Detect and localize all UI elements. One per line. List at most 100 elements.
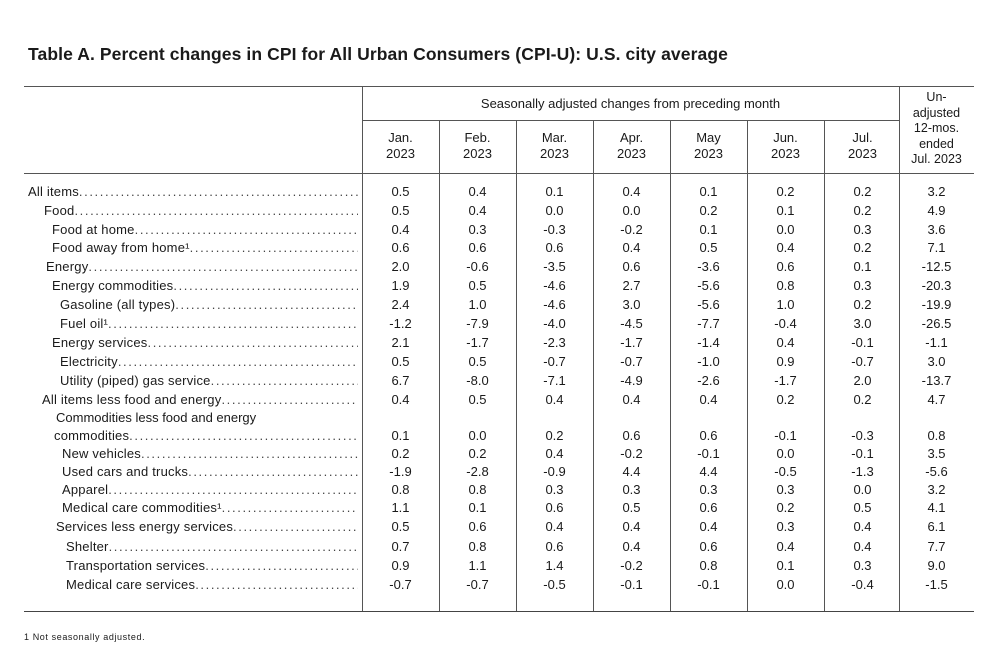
row-label: All items less food and energy..........… bbox=[42, 392, 358, 408]
row-label: Energy commodities......................… bbox=[52, 278, 358, 294]
table-cell: -4.5 bbox=[620, 316, 643, 331]
leader-dots: ........................................… bbox=[129, 428, 358, 443]
table-cell: 0.1 bbox=[468, 500, 487, 515]
table-cell: 0.3 bbox=[776, 482, 795, 497]
table-cell: 1.4 bbox=[545, 558, 564, 573]
table-cell: -4.0 bbox=[543, 316, 566, 331]
table-cell: 0.7 bbox=[391, 539, 410, 554]
row-label-text: commodities bbox=[54, 428, 130, 443]
unadjusted-column-header: Un-adjusted 12-mos. ended Jul. 2023 bbox=[899, 90, 974, 168]
row-label: Food at home............................… bbox=[52, 222, 358, 238]
header-bottom-rule bbox=[24, 173, 974, 174]
table-cell: 6.1 bbox=[927, 519, 946, 534]
table-cell: 3.2 bbox=[927, 184, 946, 199]
table-cell: 0.3 bbox=[853, 222, 872, 237]
table-cell: 3.6 bbox=[927, 222, 946, 237]
leader-dots: ........................................… bbox=[221, 500, 358, 515]
table-cell: 0.6 bbox=[699, 539, 718, 554]
table-bottom-rule bbox=[24, 611, 974, 612]
row-label: Energy..................................… bbox=[46, 259, 358, 275]
table-cell: 0.5 bbox=[468, 278, 487, 293]
row-label-text: Apparel bbox=[62, 482, 109, 497]
table-cell: 1.1 bbox=[391, 500, 410, 515]
table-cell: -0.3 bbox=[851, 428, 874, 443]
unadjusted-header-line: Un- bbox=[926, 90, 947, 104]
table-cell: -3.6 bbox=[697, 259, 720, 274]
table-cell: 0.1 bbox=[699, 222, 718, 237]
leader-dots: ........................................… bbox=[233, 519, 358, 534]
row-label: Apparel.................................… bbox=[62, 482, 358, 498]
table-cell: -0.1 bbox=[851, 446, 874, 461]
group-header-rule bbox=[362, 120, 899, 121]
table-cell: -1.9 bbox=[389, 464, 412, 479]
row-label-text: Energy bbox=[46, 259, 89, 274]
table-cell: 0.8 bbox=[468, 539, 487, 554]
row-label-text: Food at home bbox=[52, 222, 135, 237]
table-cell: 0.8 bbox=[468, 482, 487, 497]
unadjusted-header-line: 12-mos. bbox=[913, 121, 960, 135]
table-cell: 0.4 bbox=[776, 539, 795, 554]
table-cell: 0.0 bbox=[776, 577, 795, 592]
table-cell: -0.3 bbox=[543, 222, 566, 237]
table-cell: -0.4 bbox=[851, 577, 874, 592]
table-cell: 0.2 bbox=[853, 240, 872, 255]
table-cell: -2.3 bbox=[543, 335, 566, 350]
row-label-text: Food bbox=[44, 203, 75, 218]
table-cell: -20.3 bbox=[921, 278, 952, 293]
leader-dots: ........................................… bbox=[210, 373, 358, 388]
table-cell: -0.7 bbox=[620, 354, 643, 369]
table-cell: 0.4 bbox=[776, 335, 795, 350]
unadjusted-header-line: ended bbox=[919, 136, 954, 151]
table-cell: -4.9 bbox=[620, 373, 643, 388]
leader-dots: ........................................… bbox=[175, 297, 358, 312]
table-cell: -1.1 bbox=[925, 335, 948, 350]
column-header: Jan. 2023 bbox=[362, 130, 439, 162]
row-label: Services less energy services...........… bbox=[56, 519, 358, 535]
row-label-text: Energy commodities bbox=[52, 278, 174, 293]
table-cell: 0.3 bbox=[699, 482, 718, 497]
column-divider bbox=[747, 120, 748, 611]
table-cell: 0.4 bbox=[391, 222, 410, 237]
table-cell: 0.6 bbox=[699, 428, 718, 443]
row-label-text: Used cars and trucks bbox=[62, 464, 189, 479]
table-cell: 0.2 bbox=[853, 203, 872, 218]
leader-dots: ........................................… bbox=[117, 354, 358, 369]
column-header: May 2023 bbox=[670, 130, 747, 162]
column-header-line: 2023 bbox=[386, 146, 415, 161]
row-label-line1: Commodities less food and energy bbox=[56, 410, 257, 425]
row-label-text: Transportation services bbox=[66, 558, 206, 573]
table-cell: 2.4 bbox=[391, 297, 410, 312]
table-cell: 0.4 bbox=[468, 203, 487, 218]
column-header-line: 2023 bbox=[617, 146, 646, 161]
row-label-text: Energy services bbox=[52, 335, 148, 350]
table-cell: 2.7 bbox=[622, 278, 641, 293]
table-cell: 0.4 bbox=[776, 240, 795, 255]
table-cell: 0.2 bbox=[776, 392, 795, 407]
table-cell: 0.4 bbox=[853, 539, 872, 554]
column-divider bbox=[670, 120, 671, 611]
column-divider bbox=[899, 86, 900, 611]
table-cell: 0.0 bbox=[622, 203, 641, 218]
table-cell: 0.2 bbox=[391, 446, 410, 461]
table-cell: 0.5 bbox=[391, 354, 410, 369]
column-header: Mar. 2023 bbox=[516, 130, 593, 162]
table-cell: 0.5 bbox=[468, 354, 487, 369]
table-cell: -5.6 bbox=[697, 278, 720, 293]
column-header-line: Jun. bbox=[773, 130, 798, 145]
leader-dots: ........................................… bbox=[147, 335, 358, 350]
table-cell: 4.4 bbox=[699, 464, 718, 479]
row-label-text: Electricity bbox=[60, 354, 118, 369]
table-cell: 0.9 bbox=[391, 558, 410, 573]
table-cell: -1.7 bbox=[466, 335, 489, 350]
table-cell: 0.3 bbox=[853, 558, 872, 573]
column-header-line: Apr. bbox=[619, 130, 644, 145]
leader-dots: ........................................… bbox=[141, 446, 358, 461]
table-cell: 6.7 bbox=[391, 373, 410, 388]
table-cell: 0.4 bbox=[622, 539, 641, 554]
table-cell: -4.6 bbox=[543, 297, 566, 312]
column-header-line: 2023 bbox=[540, 146, 569, 161]
leader-dots: ........................................… bbox=[173, 278, 358, 293]
column-header: Jun. 2023 bbox=[747, 130, 824, 162]
table-cell: -3.5 bbox=[543, 259, 566, 274]
table-cell: 0.6 bbox=[468, 519, 487, 534]
